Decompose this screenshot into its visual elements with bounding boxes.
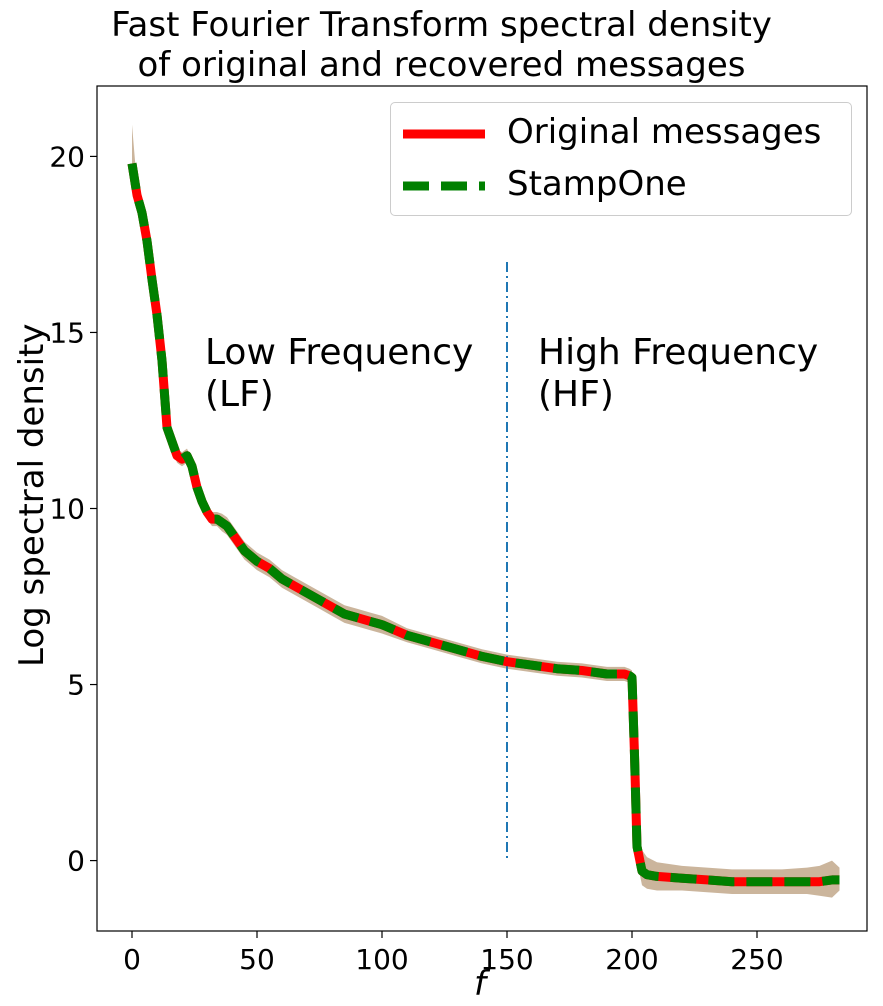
confidence-band-layer: [132, 124, 840, 898]
annotation-low-frequency-line-2: (LF): [205, 374, 274, 415]
y-ticks: 0 5 10 15 20: [49, 140, 97, 878]
legend-item-stampone: StampOne: [391, 161, 851, 211]
series-line-stampone: [127, 162, 840, 887]
annotation-high-frequency-line-2: (HF): [538, 374, 614, 415]
x-tick-label: 150: [480, 943, 533, 976]
x-axis-label: f: [474, 964, 486, 1004]
legend-item-original: Original messages: [391, 109, 851, 159]
legend-label-stampone: StampOne: [507, 164, 687, 204]
y-tick-label: 10: [49, 493, 85, 526]
legend-swatch-original: [403, 129, 485, 139]
series-line-original-messages: [127, 162, 840, 887]
x-tick-label: 200: [605, 943, 658, 976]
annotation-high-frequency: High Frequency (HF): [538, 332, 818, 416]
x-ticks: 0 50 100 150 200 250: [123, 931, 784, 976]
y-tick-label: 20: [49, 140, 85, 173]
y-tick-label: 0: [67, 845, 85, 878]
annotation-low-frequency: Low Frequency (LF): [205, 332, 473, 416]
x-tick-label: 100: [355, 943, 408, 976]
y-axis-label: Log spectral density: [12, 323, 52, 667]
legend-label-original: Original messages: [507, 112, 822, 152]
annotation-low-frequency-line-1: Low Frequency: [205, 332, 474, 373]
x-tick-label: 0: [123, 943, 141, 976]
x-tick-label: 250: [730, 943, 783, 976]
x-tick-label: 50: [239, 943, 275, 976]
y-tick-label: 15: [49, 316, 85, 349]
series-layer: [127, 162, 840, 887]
legend-swatch-stampone: [403, 181, 485, 191]
confidence-band: [132, 124, 840, 898]
y-tick-label: 5: [67, 669, 85, 702]
chart-title-line-2: of original and recovered messages: [137, 45, 746, 85]
annotation-high-frequency-line-1: High Frequency: [538, 332, 819, 373]
chart-title-line-1: Fast Fourier Transform spectral density: [111, 5, 772, 45]
legend: Original messages StampOne: [390, 102, 852, 216]
